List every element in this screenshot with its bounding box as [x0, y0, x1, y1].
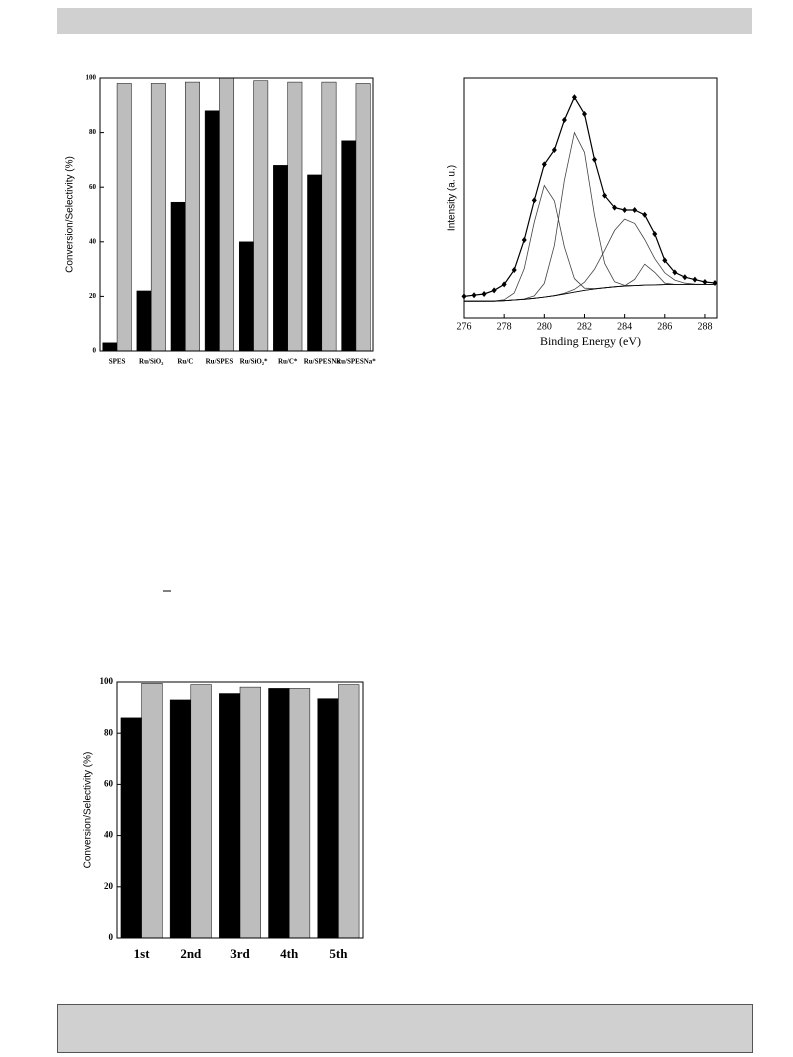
- bar: [170, 201, 186, 352]
- y-tick-label: 20: [89, 292, 97, 300]
- data-point: [622, 207, 628, 213]
- x-tick-label: 3rd: [230, 946, 250, 961]
- x-tick-label: 276: [457, 321, 472, 332]
- plot-frame: [116, 681, 364, 939]
- bar: [341, 140, 357, 352]
- bar: [136, 290, 152, 352]
- bar: [102, 342, 118, 352]
- bar: [204, 110, 220, 352]
- bar: [287, 81, 303, 352]
- y-tick-label: 100: [86, 74, 97, 82]
- plot-frame: [463, 77, 718, 319]
- bar: [141, 683, 163, 939]
- data-point: [682, 274, 688, 281]
- x-tick-label: 2nd: [180, 946, 202, 961]
- data-point: [521, 237, 527, 243]
- x-tick-label: 284: [617, 321, 632, 332]
- x-tick-label: 1st: [134, 946, 151, 961]
- data-point: [541, 161, 547, 168]
- y-tick-label: 0: [93, 347, 97, 355]
- data-point: [612, 204, 618, 211]
- data-point: [581, 111, 587, 117]
- x-tick-label: 280: [537, 321, 552, 332]
- bar: [253, 80, 269, 352]
- y-tick-label: 60: [89, 183, 97, 191]
- y-tick-label: 40: [104, 830, 114, 840]
- data-point: [692, 276, 698, 283]
- x-tick-label: Ru/SiO₂*: [240, 358, 268, 366]
- data-point: [511, 267, 517, 273]
- data-point: [652, 231, 658, 237]
- bar: [307, 174, 323, 352]
- series-line: [464, 218, 715, 302]
- data-point: [481, 291, 487, 297]
- bar: [338, 684, 360, 939]
- bar: [321, 81, 337, 352]
- bar: [219, 77, 235, 352]
- data-point: [551, 147, 557, 153]
- bar: [288, 688, 311, 939]
- header-bar: [57, 8, 752, 34]
- series-line: [464, 263, 715, 302]
- bar: [169, 699, 192, 939]
- x-axis-label: Binding Energy (eV): [540, 334, 641, 348]
- x-tick-label: 5th: [329, 946, 348, 961]
- series-line: [464, 184, 715, 302]
- data-point: [642, 211, 648, 218]
- y-tick-label: 0: [109, 932, 114, 942]
- x-tick-label: Ru/SPESNa: [304, 358, 341, 366]
- plot-frame: [99, 77, 374, 352]
- data-point: [632, 207, 638, 213]
- bar: [116, 83, 132, 352]
- x-tick-label: Ru/SiO₂: [139, 358, 163, 366]
- data-point: [561, 117, 567, 123]
- series-line: [464, 284, 715, 302]
- series-line: [463, 95, 716, 297]
- bar: [273, 165, 288, 352]
- data-point: [501, 281, 507, 288]
- bar: [185, 81, 200, 352]
- x-tick-label: 286: [657, 321, 672, 332]
- y-tick-label: 60: [104, 778, 114, 788]
- bar: [317, 698, 339, 939]
- data-point: [662, 257, 668, 264]
- data-point: [491, 287, 497, 294]
- y-axis-label: Conversion/Selectivity (%): [65, 156, 76, 273]
- data-point: [531, 197, 537, 204]
- x-tick-label: Ru/SPES: [206, 358, 234, 366]
- bar: [239, 686, 261, 939]
- y-axis-label: Conversion/Selectivity (%): [83, 752, 94, 869]
- y-tick-label: 80: [104, 727, 114, 737]
- x-tick-label: 282: [577, 321, 592, 332]
- bar: [238, 241, 254, 352]
- x-tick-label: SPES: [109, 358, 126, 366]
- y-axis-label: Intensity (a. u.): [447, 165, 458, 231]
- bar: [268, 688, 290, 939]
- x-tick-label: Ru/SPESNa*: [336, 358, 376, 366]
- y-tick-label: 20: [104, 881, 114, 891]
- x-tick-label: 4th: [280, 946, 299, 961]
- y-tick-label: 80: [89, 128, 97, 136]
- data-point: [592, 156, 598, 163]
- data-point: [672, 269, 678, 276]
- bar: [219, 693, 241, 939]
- bar: [150, 83, 166, 352]
- x-tick-label: 288: [697, 321, 712, 332]
- x-tick-label: Ru/C: [177, 358, 193, 366]
- footer-box: [57, 1004, 753, 1053]
- x-tick-label: 278: [497, 321, 512, 332]
- data-point: [571, 94, 577, 101]
- data-point: [702, 279, 708, 285]
- bar: [190, 684, 212, 939]
- y-tick-label: 40: [89, 237, 97, 245]
- data-point: [471, 292, 477, 299]
- y-tick-label: 100: [100, 676, 114, 686]
- data-point: [602, 192, 608, 199]
- bar: [355, 83, 371, 352]
- x-tick-label: Ru/C*: [278, 358, 298, 366]
- bar: [120, 717, 142, 939]
